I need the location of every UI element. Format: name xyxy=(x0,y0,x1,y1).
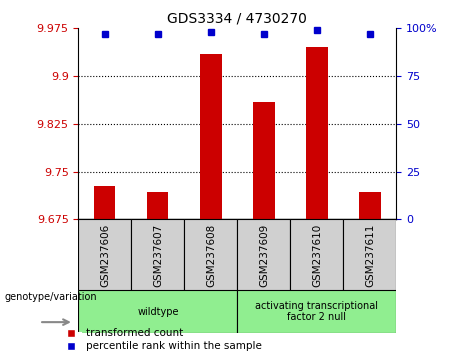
Bar xyxy=(95,186,115,219)
Text: wildtype: wildtype xyxy=(137,307,179,316)
Bar xyxy=(306,47,327,219)
Bar xyxy=(290,219,343,290)
Bar xyxy=(253,102,274,219)
Text: activating transcriptional
factor 2 null: activating transcriptional factor 2 null xyxy=(255,301,378,322)
Text: GSM237611: GSM237611 xyxy=(365,223,375,287)
Text: GSM237607: GSM237607 xyxy=(153,223,163,286)
Bar xyxy=(360,192,381,219)
Bar xyxy=(200,54,221,219)
Text: genotype/variation: genotype/variation xyxy=(5,292,97,302)
Title: GDS3334 / 4730270: GDS3334 / 4730270 xyxy=(167,12,307,26)
Text: GSM237610: GSM237610 xyxy=(312,223,322,286)
Text: GSM237608: GSM237608 xyxy=(206,223,216,286)
Bar xyxy=(78,290,237,333)
Text: GSM237606: GSM237606 xyxy=(100,223,110,286)
Text: GSM237609: GSM237609 xyxy=(259,223,269,286)
Bar xyxy=(184,219,237,290)
Bar xyxy=(78,219,131,290)
Bar xyxy=(343,219,396,290)
Legend: transformed count, percentile rank within the sample: transformed count, percentile rank withi… xyxy=(60,328,261,352)
Bar xyxy=(148,192,169,219)
Bar xyxy=(237,219,290,290)
Bar xyxy=(131,219,184,290)
Bar xyxy=(237,290,396,333)
